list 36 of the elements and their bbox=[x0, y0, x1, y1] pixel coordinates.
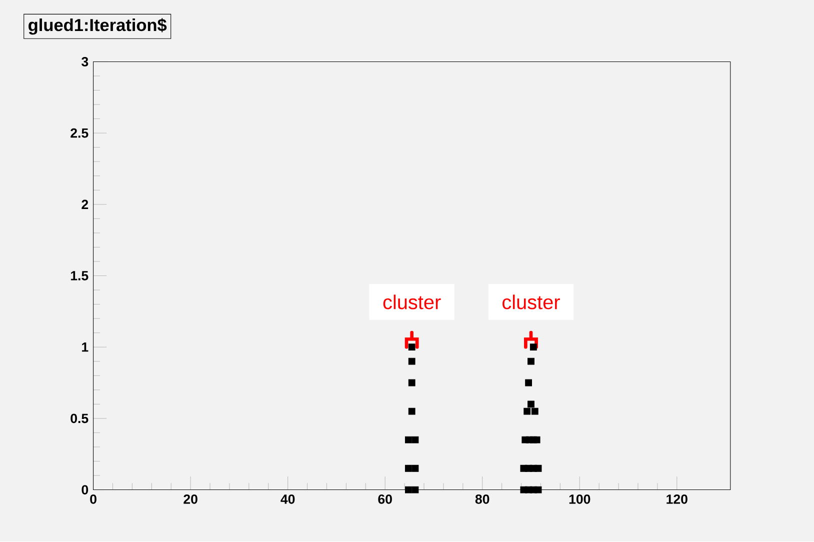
point bbox=[534, 465, 542, 472]
point bbox=[408, 408, 416, 415]
point bbox=[404, 486, 412, 494]
y-tick-label: 1 bbox=[82, 342, 88, 352]
point bbox=[412, 436, 419, 444]
point bbox=[412, 465, 419, 472]
point bbox=[530, 344, 537, 351]
point bbox=[404, 465, 412, 472]
x-tick-label: 60 bbox=[378, 494, 392, 504]
point bbox=[533, 436, 540, 444]
point bbox=[534, 486, 542, 494]
x-tick-label: 120 bbox=[666, 494, 688, 504]
point bbox=[531, 408, 538, 415]
x-tick-label: 80 bbox=[475, 494, 490, 504]
y-tick-label: 2.5 bbox=[70, 128, 88, 138]
y-tick-label: 0 bbox=[82, 485, 88, 495]
point bbox=[408, 344, 416, 351]
annotation: cluster bbox=[502, 294, 560, 310]
x-tick-label: 0 bbox=[90, 494, 96, 504]
chart-title: glued1:Iteration$ bbox=[28, 18, 167, 35]
point bbox=[524, 408, 531, 415]
point bbox=[528, 358, 534, 366]
x-tick-label: 40 bbox=[280, 494, 295, 504]
point bbox=[412, 486, 419, 494]
y-tick-label: 0.5 bbox=[70, 414, 88, 424]
point bbox=[528, 400, 534, 408]
x-tick-label: 20 bbox=[184, 494, 198, 504]
point bbox=[525, 380, 532, 386]
y-tick-label: 3 bbox=[82, 57, 88, 67]
point bbox=[408, 380, 416, 386]
point bbox=[404, 436, 412, 444]
x-tick-label: 100 bbox=[569, 494, 590, 504]
y-tick-label: 2 bbox=[82, 200, 88, 210]
y-tick-label: 1.5 bbox=[70, 271, 88, 281]
annotation: cluster bbox=[383, 294, 441, 310]
point bbox=[408, 358, 416, 366]
